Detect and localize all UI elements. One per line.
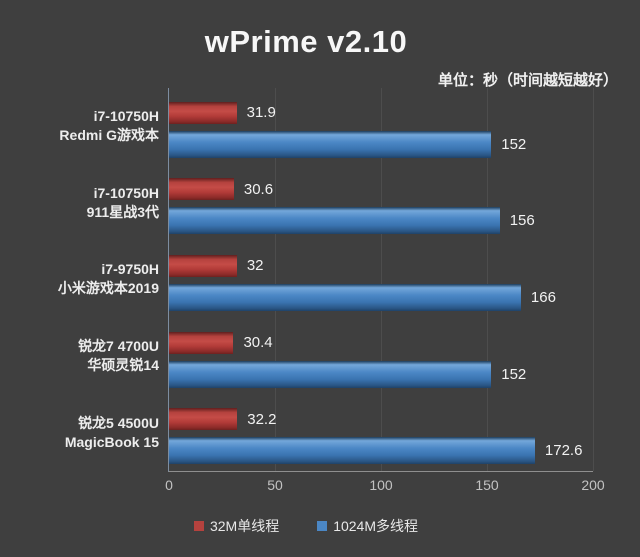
category-label: i7-10750H 911星战3代 [87, 184, 159, 222]
value-label: 30.6 [243, 180, 274, 198]
legend-swatch [193, 521, 204, 531]
legend-item: 32M单线程 [193, 516, 280, 536]
single-thread-bar-row: 30.4 [169, 331, 593, 354]
multi-thread-bar-row: 156 [169, 207, 593, 235]
value-label: 172.6 [544, 442, 583, 460]
single-thread-bar [169, 178, 234, 201]
single-thread-bar-row: 32.2 [169, 408, 593, 431]
chart-subtitle: 单位：秒（时间越短越好） [437, 72, 618, 89]
category-label-line: i7-9750H [101, 261, 159, 278]
legend: 32M单线程 1024M多线程 [0, 516, 612, 536]
single-thread-bar-row: 30.6 [169, 178, 593, 201]
x-axis: 0 50 100 150 200 [165, 477, 605, 497]
legend-label: 32M单线程 [209, 518, 280, 534]
bar-group: i7-10750H Redmi G游戏本 31.9 152 [59, 88, 593, 165]
gridline [275, 88, 276, 471]
category-label: 锐龙7 4700U 华硕灵锐14 [78, 337, 159, 375]
multi-thread-bar-row: 152 [169, 360, 593, 388]
category-label-line: 小米游戏本2019 [57, 280, 159, 297]
multi-thread-bar [169, 360, 492, 388]
category-label-line: Redmi G游戏本 [59, 127, 159, 144]
single-thread-bar [169, 408, 238, 431]
category-label: i7-10750H Redmi G游戏本 [59, 107, 159, 145]
single-thread-bar [169, 331, 234, 354]
value-label: 32 [246, 257, 264, 275]
value-label: 32.2 [247, 410, 277, 428]
multi-thread-bar-row: 166 [169, 283, 593, 311]
x-tick-label: 150 [475, 477, 499, 493]
gridline [593, 88, 594, 471]
category-label-line: i7-10750H [93, 108, 159, 125]
single-thread-bar-row: 31.9 [169, 101, 593, 124]
single-thread-bar [169, 254, 237, 277]
bar-groups: i7-10750H Redmi G游戏本 31.9 152 i7-10750H 911星战… [58, 88, 593, 471]
x-tick-label: 0 [165, 477, 173, 493]
category-label: i7-9750H 小米游戏本2019 [58, 260, 159, 298]
single-thread-bar-row: 32 [169, 254, 593, 277]
multi-thread-bar [169, 283, 521, 311]
multi-thread-bar-row: 172.6 [169, 437, 593, 465]
multi-thread-bar [169, 207, 500, 235]
legend-label: 1024M多线程 [333, 518, 419, 534]
value-label: 152 [501, 135, 527, 153]
gridline [487, 88, 488, 471]
bar-group: 锐龙5 4500U MagicBook 15 32.2 172.6 [65, 394, 593, 471]
multi-thread-bar [169, 437, 535, 465]
multi-thread-bar-row: 152 [169, 130, 593, 158]
value-label: 166 [530, 288, 556, 306]
legend-item: 1024M多线程 [317, 516, 418, 536]
value-label: 31.9 [246, 104, 276, 122]
x-tick-label: 200 [581, 477, 605, 493]
bar-group: 锐龙7 4700U 华硕灵锐14 30.4 152 [78, 318, 593, 395]
plot-area: i7-10750H Redmi G游戏本 31.9 152 i7-10750H 911星战… [58, 88, 605, 493]
category-label: 锐龙5 4500U MagicBook 15 [65, 414, 159, 452]
legend-swatch [317, 521, 328, 531]
value-label: 156 [509, 212, 535, 230]
category-label-line: 锐龙7 4700U [78, 338, 159, 355]
x-tick-label: 100 [369, 477, 393, 493]
chart-title: wPrime v2.10 [204, 24, 408, 59]
value-label: 152 [501, 365, 527, 383]
bar-group: i7-10750H 911星战3代 30.6 156 [87, 165, 593, 242]
category-label-line: i7-10750H [93, 184, 159, 201]
x-tick-label: 50 [267, 477, 283, 493]
category-label-line: 锐龙5 4500U [78, 414, 159, 431]
category-label-line: 911星战3代 [86, 203, 159, 220]
category-label-line: MagicBook 15 [64, 433, 159, 450]
gridline [381, 88, 382, 471]
bar-group: i7-9750H 小米游戏本2019 32 166 [58, 241, 593, 318]
single-thread-bar [169, 101, 237, 124]
category-label-line: 华硕灵锐14 [87, 357, 159, 374]
multi-thread-bar [169, 130, 492, 158]
value-label: 30.4 [243, 334, 273, 352]
